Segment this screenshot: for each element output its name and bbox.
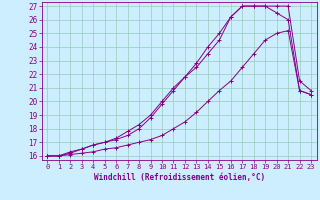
X-axis label: Windchill (Refroidissement éolien,°C): Windchill (Refroidissement éolien,°C) [94,173,265,182]
